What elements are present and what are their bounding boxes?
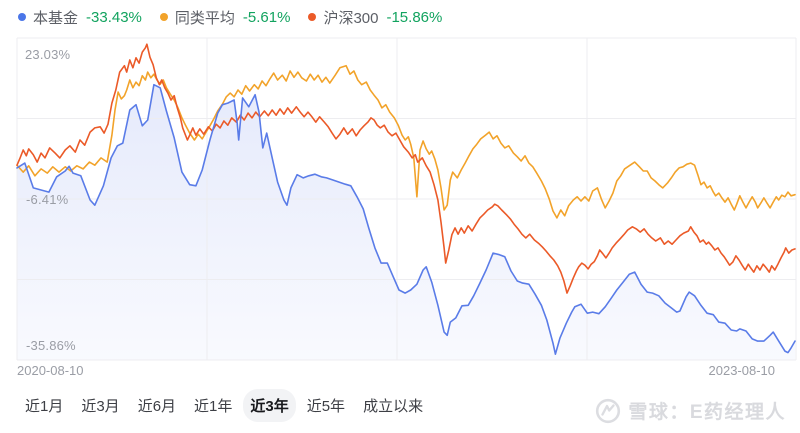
csi300-series-return: -15.86%	[386, 8, 443, 26]
category-average-series-dot-icon	[159, 13, 168, 21]
tab-range-1[interactable]: 近3月	[81, 397, 120, 415]
xueqiu-logo-icon	[596, 398, 621, 423]
chart-legend: 本基金 -33.43% 同类平均 -5.61% 沪深300 -15.86%	[18, 6, 442, 28]
tab-range-0[interactable]: 近1月	[25, 397, 64, 415]
tab-range-5[interactable]: 近5年	[306, 397, 346, 415]
tab-range-3[interactable]: 近1年	[194, 397, 233, 415]
fund-series-name: 本基金	[33, 9, 79, 27]
x-axis-end-date: 2023-08-10	[708, 363, 776, 378]
csi300-series-name: 沪深300	[323, 9, 379, 27]
csi300-series-dot-icon	[308, 13, 317, 21]
y-axis-max-label: 23.03%	[25, 47, 71, 62]
tab-range-6[interactable]: 成立以来	[363, 397, 424, 415]
tab-range-2[interactable]: 近6月	[137, 397, 177, 415]
fund-series-return: -33.43%	[86, 8, 142, 26]
y-axis-min-label: -35.86%	[26, 338, 76, 353]
legend-item-fund[interactable]: 本基金 -33.43%	[18, 7, 142, 28]
x-axis-start-date: 2020-08-10	[17, 363, 84, 378]
watermark: 雪球：E药经理人	[595, 397, 786, 424]
legend-item-category-average[interactable]: 同类平均 -5.61%	[159, 7, 291, 28]
category-average-series-return: -5.61%	[242, 8, 291, 26]
fund-series-dot-icon	[18, 13, 26, 21]
legend-item-csi300[interactable]: 沪深300 -15.86%	[308, 7, 442, 28]
category-average-series-name: 同类平均	[174, 9, 235, 27]
time-range-tabbar: 近1月 近3月 近6月 近1年 近3年 近5年 成立以来	[18, 388, 430, 422]
tab-range-4-selected[interactable]: 近3年	[243, 388, 296, 422]
watermark-text: 雪球：E药经理人	[628, 402, 786, 423]
y-axis-mid-label: -6.41%	[26, 192, 69, 207]
